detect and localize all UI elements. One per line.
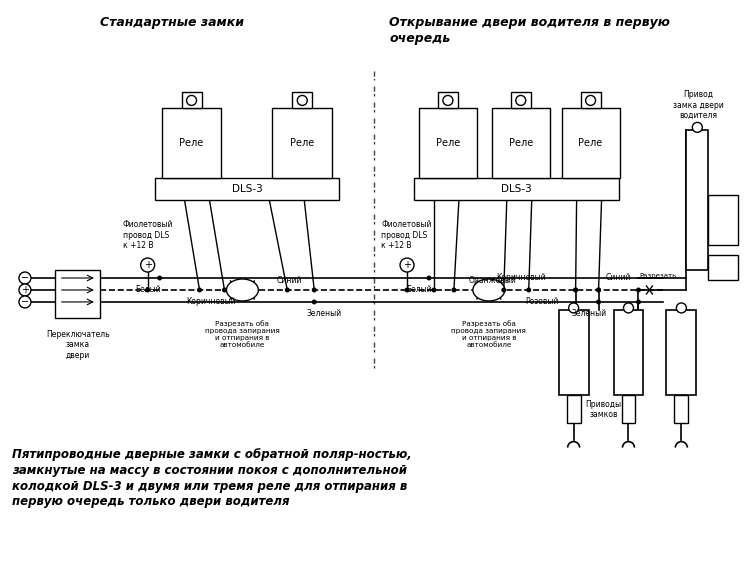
Bar [292,92,312,109]
Bar [614,310,644,395]
Bar [55,270,100,318]
Text: Оранжевый: Оранжевый [469,275,517,284]
Circle shape [692,122,702,132]
Circle shape [285,288,290,292]
Text: замкнутые на массу в состоянии покоя с дополнительной: замкнутые на массу в состоянии покоя с д… [12,463,407,476]
Circle shape [146,288,150,292]
Text: −: − [21,273,29,283]
Circle shape [636,300,641,305]
Circle shape [526,288,531,292]
Text: Разрезать: Разрезать [640,273,677,279]
Circle shape [501,288,506,292]
Circle shape [676,303,686,313]
Circle shape [187,96,196,105]
Text: Реле: Реле [290,138,314,148]
Text: Фиолетовый
провод DLS
к +12 В: Фиолетовый провод DLS к +12 В [381,220,431,250]
Text: Белый: Белый [406,285,432,294]
Text: +: + [144,260,152,270]
Circle shape [516,96,526,105]
Circle shape [312,288,316,292]
Ellipse shape [226,279,259,301]
Text: DLS-3: DLS-3 [232,184,262,194]
Circle shape [596,288,601,292]
Text: Реле: Реле [509,138,532,148]
Text: первую очередь только двери водителя: первую очередь только двери водителя [12,495,290,508]
Text: −: − [21,297,29,307]
Circle shape [568,303,578,313]
Circle shape [141,258,154,272]
Text: Реле: Реле [436,138,460,148]
Text: DLS-3: DLS-3 [501,184,532,194]
Circle shape [19,284,31,296]
Circle shape [443,96,453,105]
Text: Коричневый: Коричневый [187,297,236,306]
Circle shape [431,288,436,292]
Circle shape [19,296,31,308]
Bar [511,92,531,109]
Text: Реле: Реле [578,138,603,148]
Bar [580,92,601,109]
Text: Коричневый: Коричневый [496,272,546,282]
Text: Переключатель
замка
двери: Переключатель замка двери [46,330,110,360]
Circle shape [623,303,634,313]
Circle shape [312,300,316,305]
Text: Разрезать оба
провода запирания
и отпирания в
автомобиле: Разрезать оба провода запирания и отпира… [205,320,280,348]
Circle shape [19,272,31,284]
Text: Синий: Синий [606,272,631,282]
Bar [567,395,580,423]
Bar [414,178,619,200]
Bar [438,92,458,109]
Text: Стандартные замки: Стандартные замки [100,16,244,29]
Bar [674,395,688,423]
Bar [161,109,221,178]
Circle shape [596,288,601,292]
Text: +: + [403,260,411,270]
Circle shape [596,300,601,305]
Text: Привод
замка двери
водителя: Привод замка двери водителя [673,91,724,120]
Circle shape [197,288,202,292]
Text: колодкой DLS-3 и двумя или тремя реле для отпирания в: колодкой DLS-3 и двумя или тремя реле дл… [12,480,407,493]
Text: Зеленый: Зеленый [571,310,606,319]
Bar [272,109,332,178]
Circle shape [586,96,596,105]
Text: Разрезать оба
провода запирания
и отпирания в
автомобиле: Разрезать оба провода запирания и отпира… [452,320,526,348]
Text: Реле: Реле [179,138,204,148]
Circle shape [400,258,414,272]
Text: Розовый: Розовый [525,297,559,306]
Circle shape [573,288,578,292]
Text: очередь: очередь [389,32,450,45]
Text: Синий: Синий [277,275,302,284]
Bar [492,109,550,178]
Bar [686,131,708,270]
Circle shape [636,288,641,292]
Bar [562,109,620,178]
Bar [708,255,738,280]
Bar [622,395,635,423]
Ellipse shape [472,279,505,301]
Text: Зеленый: Зеленый [307,310,342,319]
Circle shape [404,288,410,292]
Circle shape [157,275,162,280]
Bar [182,92,202,109]
Circle shape [297,96,307,105]
Bar [154,178,339,200]
Text: Белый: Белый [135,285,160,294]
Circle shape [452,288,457,292]
Bar [559,310,589,395]
Circle shape [222,288,227,292]
Bar [667,310,696,395]
Circle shape [427,275,431,280]
Text: Фиолетовый
провод DLS
к +12 В: Фиолетовый провод DLS к +12 В [123,220,173,250]
Bar [419,109,477,178]
Circle shape [573,288,578,292]
Text: Приводы
замков: Приводы замков [586,400,622,419]
Bar [708,195,738,245]
Text: Открывание двери водителя в первую: Открывание двери водителя в первую [389,16,670,29]
Text: Пятипроводные дверные замки с обратной поляр-ностью,: Пятипроводные дверные замки с обратной п… [12,448,412,461]
Text: +: + [21,285,29,295]
